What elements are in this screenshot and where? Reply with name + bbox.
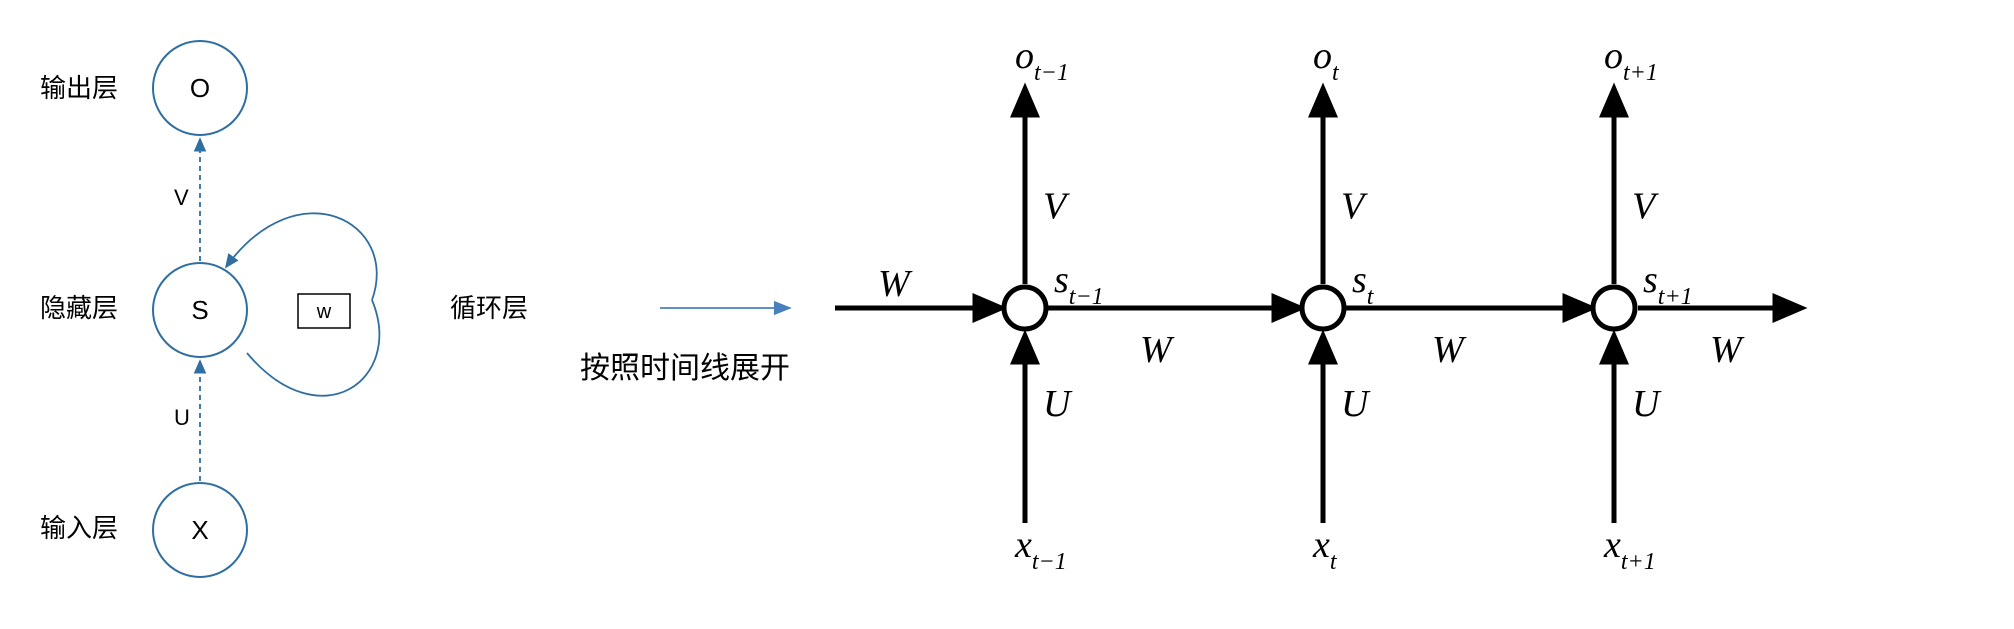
loop-upper (226, 213, 377, 300)
node-O-label: O (190, 73, 210, 103)
layer-label-loop_layer: 循环层 (450, 293, 528, 323)
o-label-2: ot+1 (1604, 35, 1658, 86)
s-node-0 (1004, 287, 1046, 329)
incoming-W-label: W (878, 263, 913, 305)
o-label-0: ot−1 (1015, 35, 1069, 86)
o-label-1: ot (1313, 35, 1340, 86)
layer-label-hidden_layer: 隐藏层 (40, 293, 118, 323)
s-node-2 (1593, 287, 1635, 329)
node-X-label: X (191, 515, 208, 545)
U-label-1: U (1341, 383, 1371, 425)
x-label-1: xt (1312, 524, 1338, 575)
s-label-1: st (1352, 259, 1375, 310)
edge-V-label: V (174, 185, 189, 210)
node-S-label: S (191, 295, 208, 325)
s-node-1 (1302, 287, 1344, 329)
layer-label-output_layer: 输出层 (40, 73, 118, 103)
w-box-label: w (316, 301, 332, 323)
layer-label-input_layer: 输入层 (40, 513, 118, 543)
W-label-0: W (1140, 329, 1175, 371)
edge-U-label: U (174, 405, 190, 430)
s-label-0: st−1 (1054, 259, 1104, 310)
V-label-0: V (1043, 186, 1070, 228)
s-label-2: st+1 (1643, 259, 1693, 310)
V-label-2: V (1632, 186, 1659, 228)
U-label-0: U (1043, 383, 1073, 425)
x-label-2: xt+1 (1603, 524, 1656, 575)
V-label-1: V (1341, 186, 1368, 228)
x-label-0: xt−1 (1014, 524, 1067, 575)
W-label-1: W (1432, 329, 1467, 371)
transition-caption: 按照时间线展开 (580, 352, 790, 385)
U-label-2: U (1632, 383, 1662, 425)
W-label-2: W (1710, 329, 1745, 371)
rnn-diagram: 输出层隐藏层 循环层输入层 U V O S Xw 按照时间线展开 W W W W V Ust−1 ot−1 x… (0, 0, 2014, 624)
